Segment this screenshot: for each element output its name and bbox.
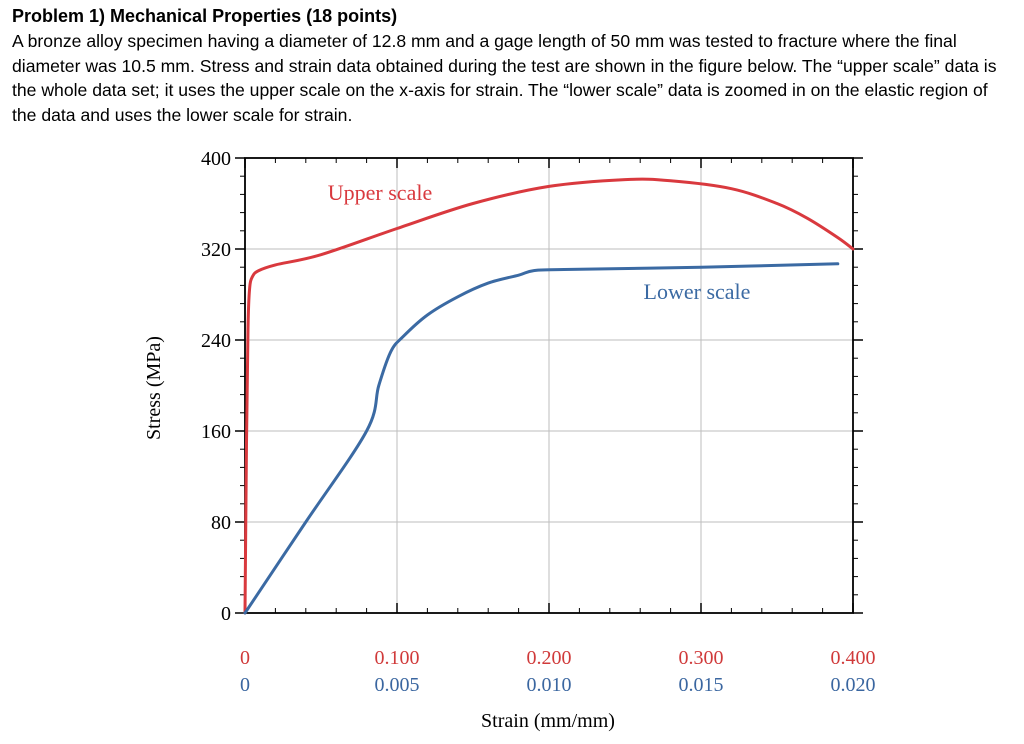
x-upper-tick-label: 0.400 [831,647,876,669]
problem-body: A bronze alloy specimen having a diamete… [12,31,997,125]
x-lower-tick-label: 0.005 [375,674,420,696]
x-lower-tick-label: 0.015 [679,674,724,696]
chart-labels: 0 80 160 240 320 400 0 0.100 0.200 0.300 0.400 0 0.0… [201,148,876,696]
x-lower-tick-label: 0.010 [527,674,572,696]
x-lower-tick-label: 0 [240,674,250,696]
upper-scale-label: Upper scale [328,180,432,205]
x-lower-tick-label: 0.020 [831,674,876,696]
y-tick-label: 400 [201,148,231,170]
x-upper-tick-label: 0.100 [375,647,420,669]
y-tick-label: 80 [211,512,231,534]
chart-series [243,177,855,615]
y-axis-label: Stress (MPa) [143,336,165,440]
y-tick-label: 0 [221,603,231,625]
x-upper-tick-label: 0.200 [527,647,572,669]
x-axis-label: Strain (mm/mm) [481,710,615,732]
y-tick-label: 240 [201,330,231,352]
problem-statement: Problem 1) Mechanical Properties (18 poi… [12,4,1016,127]
plot-frame [244,157,854,614]
problem-title: Problem 1) Mechanical Properties (18 poi… [12,6,398,26]
lower-scale-curve [243,262,840,615]
y-tick-label: 320 [201,239,231,261]
upper-scale-curve [243,177,855,615]
y-tick-label: 160 [201,421,231,443]
lower-scale-label: Lower scale [644,279,751,304]
x-upper-tick-label: 0 [240,647,250,669]
x-upper-tick-label: 0.300 [679,647,724,669]
chart-grid [245,158,853,613]
